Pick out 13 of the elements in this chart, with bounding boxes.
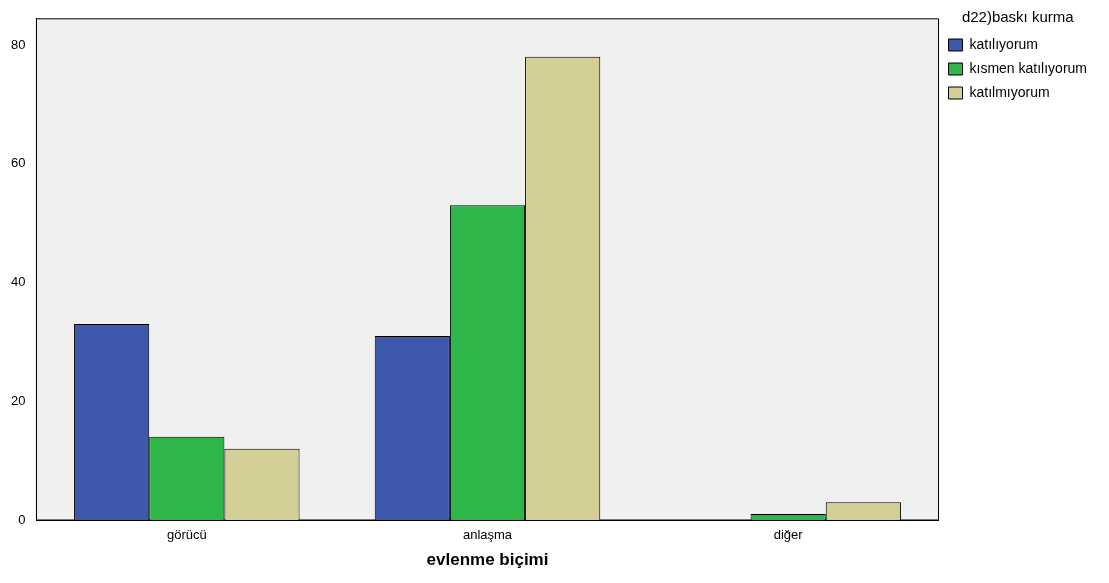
legend-label: katılıyorum	[969, 35, 1038, 52]
y-tick-label: 40	[10, 274, 26, 290]
y-tick-label: 0	[18, 511, 26, 527]
legend-label: katılmıyorum	[969, 83, 1050, 100]
x-axis-title: evlenme biçimi	[426, 550, 549, 570]
y-tick-label: 80	[10, 36, 26, 52]
x-tick-label: anlaşma	[462, 527, 513, 543]
x-tick-label: görücü	[166, 527, 207, 543]
legend-label: kısmen katılıyorum	[969, 59, 1088, 76]
x-tick-label: diğer	[773, 527, 804, 543]
y-tick-label: 20	[10, 392, 26, 408]
legend-title: d22)baskı kurma	[961, 7, 1075, 25]
y-tick-label: 60	[10, 155, 26, 171]
